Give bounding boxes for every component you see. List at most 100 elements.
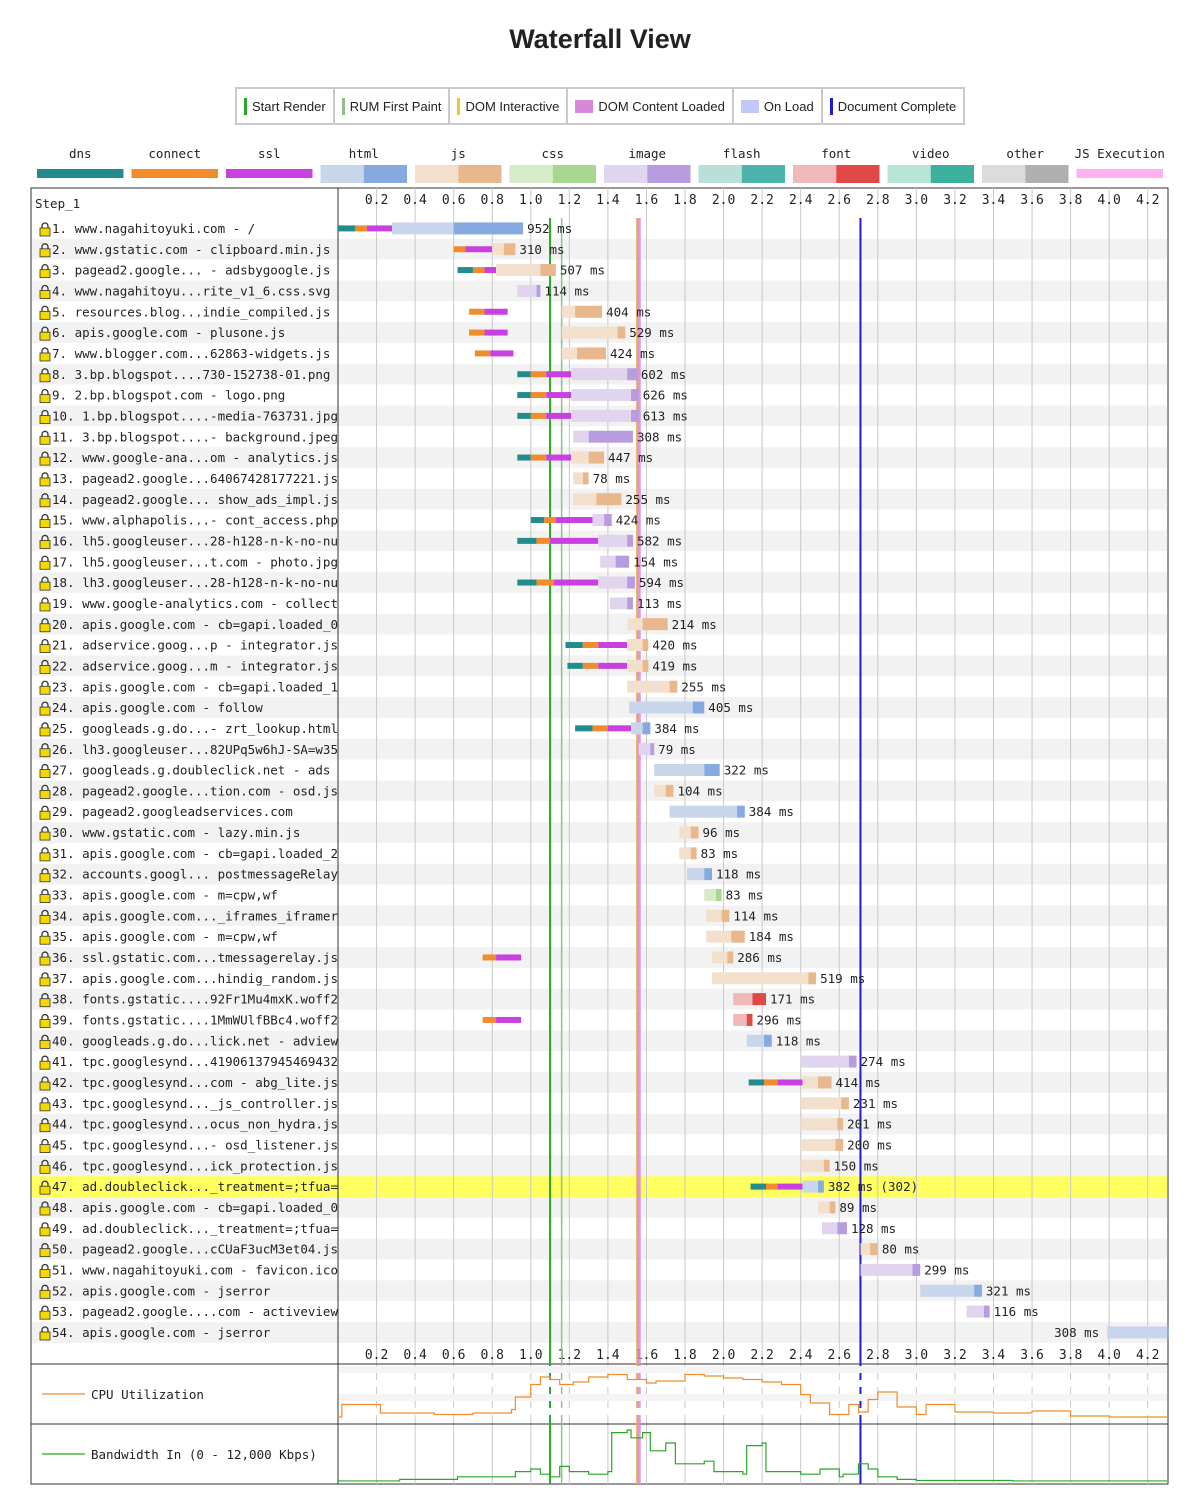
dns-segment <box>750 1183 766 1190</box>
request-duration: 308 ms <box>1054 1325 1099 1340</box>
request-label: 14. pagead2.google... show_ads_impl.js <box>52 492 338 507</box>
lock-icon <box>41 451 49 458</box>
request-row: 52. apis.google.com - jserror 321 ms <box>39 1283 1031 1299</box>
request-label: 25. googleads.g.do...- zrt_lookup.html <box>52 721 338 736</box>
lock-icon <box>39 790 51 799</box>
download-segment <box>642 659 649 672</box>
legend-item: DOM Interactive <box>450 89 569 123</box>
connect-segment <box>355 225 367 232</box>
download-segment <box>823 1159 830 1172</box>
ssl-segment <box>465 246 493 253</box>
request-row: 24. apis.google.com - follow 405 ms <box>39 700 753 716</box>
wait-segment <box>561 347 578 360</box>
lock-icon <box>41 493 49 499</box>
lock-icon <box>41 389 49 395</box>
wait-segment <box>679 826 691 839</box>
lock-icon <box>41 868 49 874</box>
row-background <box>32 905 1167 927</box>
request-label: 5. resources.blog...indie_compiled.js <box>52 304 330 319</box>
request-row: 3. pagead2.google... - adsbygoogle.js 507… <box>39 263 605 279</box>
type-legend-label: flash <box>723 146 761 161</box>
lock-icon <box>39 394 51 404</box>
request-row: 43. tpc.googlesynd..._js_controller.js 23… <box>39 1096 898 1112</box>
request-row: 34. apis.google.com..._iframes_iframer 11… <box>39 908 779 924</box>
legend-label: DOM Content Loaded <box>598 98 725 114</box>
request-label: 50. pagead2.google...cCUaF3ucM3et04.js <box>52 1242 338 1257</box>
lock-icon <box>39 685 51 695</box>
request-label: 46. tpc.googlesynd...ick_protection.js <box>52 1158 338 1173</box>
download-segment <box>642 639 649 652</box>
lock-icon <box>41 1097 49 1103</box>
x-tick-label: 1.4 <box>596 1348 620 1363</box>
download-segment <box>588 451 605 464</box>
wait-segment <box>573 472 583 485</box>
download-segment <box>841 1097 849 1110</box>
type-legend-label: dns <box>69 146 92 161</box>
x-tick-label: 4.0 <box>1097 193 1120 208</box>
row-background <box>32 947 1167 968</box>
legend-swatch <box>575 99 594 113</box>
request-duration: 89 ms <box>839 1200 877 1215</box>
download-segment <box>912 1263 921 1276</box>
download-segment <box>746 1013 753 1026</box>
ssl-segment <box>777 1183 803 1190</box>
request-row: 13. pagead2.google...64067428177221.js 78… <box>39 471 631 487</box>
lock-icon <box>39 415 51 424</box>
request-row: 45. tpc.googlesynd...- osd_listener.js 20… <box>39 1138 892 1153</box>
download-segment <box>540 264 556 277</box>
type-legend-label: js <box>451 146 466 161</box>
lock-icon <box>39 1206 51 1216</box>
wait-segment <box>800 1159 824 1172</box>
request-row: 38. fonts.gstatic....92Fr1Mu4mxK.woff2 17… <box>39 992 815 1008</box>
request-row: 32. accounts.googl... postmessageRelay 11… <box>39 867 761 883</box>
lock-icon <box>39 310 51 320</box>
request-duration: 594 ms <box>639 575 684 590</box>
request-row: 22. adservice.goog...m - integrator.js 41… <box>39 658 698 674</box>
request-duration: 519 ms <box>820 971 865 986</box>
request-duration: 78 ms <box>593 471 631 486</box>
wait-segment <box>638 743 651 756</box>
wait-segment <box>821 1222 838 1235</box>
connect-segment <box>482 1016 497 1023</box>
row-background <box>32 1238 1167 1260</box>
request-label: 34. apis.google.com..._iframes_iframer <box>52 908 338 923</box>
page-title: Waterfall View <box>509 24 691 54</box>
lock-icon <box>39 810 51 820</box>
request-label: 49. ad.doubleclick..._treatment=;tfua= <box>52 1221 338 1236</box>
x-tick-label: 4.2 <box>1136 1348 1159 1363</box>
request-label: 33. apis.google.com - m=cpw,wf <box>52 888 278 903</box>
lock-icon <box>41 764 49 770</box>
request-label: 20. apis.google.com - cb=gapi.loaded_0 <box>52 617 338 632</box>
lock-icon <box>39 227 51 237</box>
legend-item: DOM Content Loaded <box>568 89 734 123</box>
x-tick-label: 2.2 <box>750 193 773 208</box>
wait-segment <box>654 763 705 776</box>
wait-segment <box>733 1013 747 1026</box>
request-label: 16. lh5.googleuser...28-h128-n-k-no-nu <box>52 533 338 548</box>
lock-icon <box>41 222 49 228</box>
x-tick-label: 0.6 <box>442 193 465 208</box>
request-row: 10. 1.bp.blogspot....-media-763731.jpg 61… <box>39 408 688 424</box>
lock-icon <box>39 477 51 487</box>
lock-icon <box>41 743 49 749</box>
request-label: 8. 3.bp.blogspot....730-152738-01.png <box>52 367 330 382</box>
download-segment <box>690 826 699 839</box>
lock-icon <box>39 852 51 862</box>
ssl-segment <box>546 392 572 399</box>
legend-label: DOM Interactive <box>465 98 560 114</box>
download-segment <box>848 1055 857 1068</box>
request-row: 7. www.blogger.com...62863-widgets.js 424… <box>39 346 655 362</box>
request-label: 42. tpc.googlesynd...com - abg_lite.js <box>52 1075 338 1090</box>
row-background <box>32 822 1167 843</box>
download-segment <box>582 472 589 485</box>
x-tick-label: 0.8 <box>480 193 503 208</box>
lock-icon <box>41 826 49 833</box>
type-legend-swatch <box>982 165 1026 183</box>
request-label: 48. apis.google.com - cb=gapi.loaded_0 <box>52 1200 338 1215</box>
request-row: 11. 3.bp.blogspot....- background.jpeg 30… <box>39 429 682 445</box>
ssl-segment <box>484 329 508 336</box>
lock-icon <box>41 305 49 312</box>
lock-icon <box>39 1060 51 1070</box>
x-tick-label: 2.6 <box>828 193 851 208</box>
request-duration: 113 ms <box>637 596 682 611</box>
